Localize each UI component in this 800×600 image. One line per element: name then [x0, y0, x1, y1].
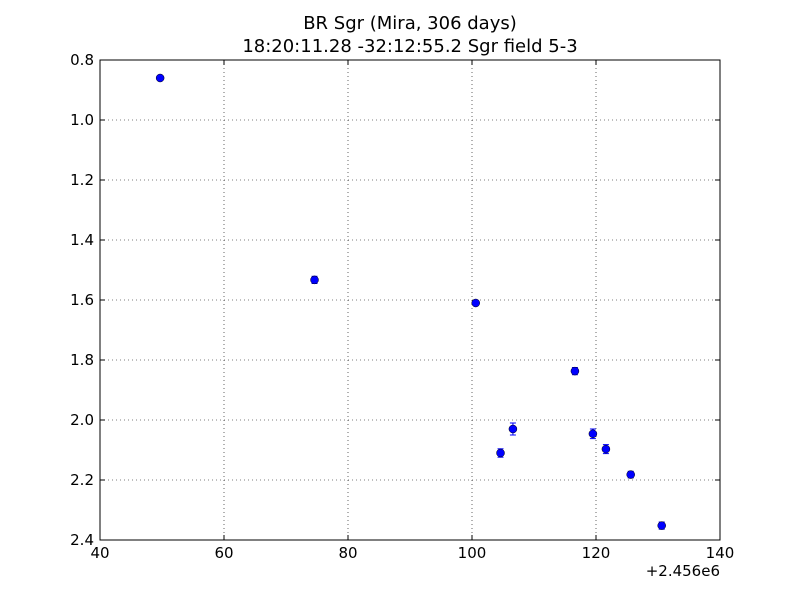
data-point	[588, 428, 598, 440]
y-tick-label: 1.6	[70, 291, 94, 309]
data-point	[626, 470, 635, 479]
y-tick-label: 2.0	[70, 411, 94, 429]
data-point	[570, 366, 580, 376]
point-marker	[626, 470, 635, 479]
grid	[100, 60, 720, 540]
y-tick-label: 1.4	[70, 231, 94, 249]
x-tick-label: 40	[90, 544, 109, 562]
x-tick-label: 80	[338, 544, 357, 562]
data-point	[310, 275, 319, 285]
chart-subtitle: 18:20:11.28 -32:12:55.2 Sgr field 5-3	[242, 36, 577, 57]
point-marker	[601, 444, 611, 454]
y-tick-label: 2.4	[70, 531, 94, 549]
y-tick-label: 1.0	[70, 111, 94, 129]
data-point	[601, 444, 611, 455]
y-tick-label: 1.2	[70, 171, 94, 189]
chart-title: BR Sgr (Mira, 306 days)	[303, 13, 517, 34]
point-marker	[471, 298, 480, 308]
x-tick-label: 140	[706, 544, 735, 562]
y-tick-label: 2.2	[70, 471, 94, 489]
x-tick-label: 100	[458, 544, 487, 562]
data-point	[657, 521, 666, 530]
point-marker	[570, 366, 580, 376]
data-point	[155, 73, 165, 83]
x-tick-label: 120	[582, 544, 611, 562]
point-marker	[588, 429, 598, 439]
x-offset-label: +2.456e6	[646, 562, 720, 580]
point-marker	[310, 275, 319, 285]
y-tick-label: 0.8	[70, 51, 94, 69]
data-point	[508, 422, 518, 436]
data-point	[471, 298, 480, 308]
data-points	[155, 73, 666, 530]
data-point	[496, 448, 505, 458]
x-tick-label: 60	[214, 544, 233, 562]
point-marker	[657, 521, 666, 530]
axis-ticks: 40 60 80 100 120 140 0.8 1.0 1.2 1.4 1.6 1.8 2.0 2.2 2…	[70, 51, 734, 562]
point-marker	[496, 448, 505, 458]
point-marker	[508, 424, 518, 434]
point-marker	[155, 73, 165, 83]
y-tick-label: 1.8	[70, 351, 94, 369]
